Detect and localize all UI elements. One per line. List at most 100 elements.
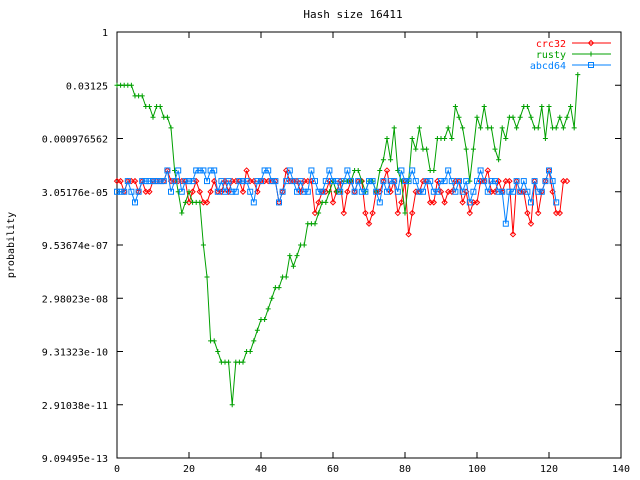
data-point-crc32 <box>146 188 153 195</box>
data-point-abcd64 <box>344 167 351 174</box>
y-tick-label: 0.000976562 <box>42 135 108 146</box>
data-point-crc32 <box>524 209 531 217</box>
data-point-crc32 <box>430 199 438 206</box>
legend-label-crc32: crc32 <box>536 39 566 50</box>
data-point-crc32 <box>192 177 200 185</box>
data-point-rusty <box>146 104 152 110</box>
data-point-abcd64 <box>189 178 196 185</box>
x-tick-label: 40 <box>255 464 267 475</box>
data-point-abcd64 <box>448 178 455 185</box>
data-point-abcd64 <box>258 178 264 185</box>
data-point-crc32 <box>322 188 330 195</box>
data-point-rusty <box>251 338 257 344</box>
data-point-abcd64 <box>412 178 419 185</box>
data-point-crc32 <box>293 177 301 185</box>
data-point-abcd64 <box>164 167 171 174</box>
data-point-abcd64 <box>513 178 520 185</box>
data-point-abcd64 <box>283 178 290 185</box>
legend-label-rusty: rusty <box>536 50 566 61</box>
data-point-rusty <box>262 317 268 323</box>
data-point-abcd64 <box>510 188 516 195</box>
data-point-abcd64 <box>391 178 398 185</box>
data-point-abcd64 <box>222 188 228 195</box>
data-point-abcd64 <box>193 167 200 174</box>
data-point-abcd64 <box>290 178 297 185</box>
data-point-abcd64 <box>236 178 243 185</box>
data-point-crc32 <box>282 167 290 174</box>
data-point-rusty <box>294 253 300 259</box>
data-point-rusty <box>571 125 577 131</box>
data-point-abcd64 <box>182 178 189 185</box>
data-point-abcd64 <box>286 167 293 174</box>
data-point-abcd64 <box>319 188 326 195</box>
data-point-rusty <box>514 125 520 131</box>
data-point-rusty <box>215 349 221 354</box>
y-tick-label: 0.03125 <box>66 81 108 92</box>
data-point-rusty <box>157 104 163 110</box>
data-point-crc32 <box>326 177 333 185</box>
data-point-rusty <box>175 189 181 195</box>
data-point-rusty <box>269 295 275 301</box>
data-point-abcd64 <box>297 178 304 185</box>
data-point-abcd64 <box>484 188 491 195</box>
axis-ticks: 0 20 40 60 80 100 120 140 1 0.03125 0.000976562 3.0… <box>42 28 630 475</box>
data-point-rusty <box>449 136 455 141</box>
data-point-crc32 <box>534 209 542 217</box>
data-point-rusty <box>229 402 235 408</box>
data-point-rusty <box>460 125 466 131</box>
legend-marker-crc32 <box>587 39 595 47</box>
data-point-rusty <box>377 167 383 173</box>
data-point-abcd64 <box>553 199 560 206</box>
data-point-abcd64 <box>157 178 164 185</box>
data-point-abcd64 <box>520 178 527 185</box>
data-point-crc32 <box>556 209 564 217</box>
data-point-crc32 <box>495 177 502 185</box>
data-point-rusty <box>474 114 480 120</box>
data-point-abcd64 <box>312 178 318 185</box>
data-point-rusty <box>182 199 188 205</box>
data-point-abcd64 <box>340 178 347 185</box>
data-point-rusty <box>359 178 365 184</box>
data-point-rusty <box>470 146 476 152</box>
data-point-crc32 <box>221 177 229 185</box>
data-point-abcd64 <box>456 178 462 185</box>
data-point-rusty <box>539 104 545 110</box>
data-point-rusty <box>128 82 134 88</box>
data-point-abcd64 <box>506 188 513 195</box>
data-point-abcd64 <box>369 178 376 185</box>
data-point-rusty <box>503 136 509 141</box>
data-point-rusty <box>528 114 534 120</box>
data-point-abcd64 <box>373 188 380 195</box>
data-point-abcd64 <box>279 188 286 195</box>
x-tick-label: 60 <box>327 464 339 475</box>
data-point-abcd64 <box>135 188 142 195</box>
data-point-abcd64 <box>416 188 423 195</box>
data-point-abcd64 <box>463 178 470 185</box>
series-abcd64 <box>114 167 560 227</box>
data-point-abcd64 <box>474 178 480 185</box>
data-point-rusty <box>150 114 156 120</box>
data-point-rusty <box>316 210 322 216</box>
data-point-crc32 <box>408 209 416 217</box>
data-point-rusty <box>488 125 494 131</box>
data-point-abcd64 <box>355 178 362 185</box>
data-point-crc32 <box>189 188 196 195</box>
data-point-rusty <box>416 125 422 131</box>
data-point-abcd64 <box>168 188 174 195</box>
data-point-rusty <box>564 114 570 120</box>
data-point-crc32 <box>297 188 304 195</box>
data-point-abcd64 <box>304 188 311 195</box>
data-point-abcd64 <box>243 178 250 185</box>
y-tick-label: 1 <box>102 28 108 39</box>
y-tick-label: 9.53674e-07 <box>42 241 108 252</box>
data-point-rusty <box>168 125 174 131</box>
data-point-rusty <box>445 125 451 131</box>
data-point-abcd64 <box>204 178 210 185</box>
data-point-abcd64 <box>499 188 506 195</box>
data-point-crc32 <box>459 199 466 206</box>
data-point-abcd64 <box>459 188 466 195</box>
data-point-abcd64 <box>268 178 275 185</box>
data-point-abcd64 <box>225 178 232 185</box>
series-layer <box>113 72 581 408</box>
data-point-rusty <box>463 146 469 152</box>
